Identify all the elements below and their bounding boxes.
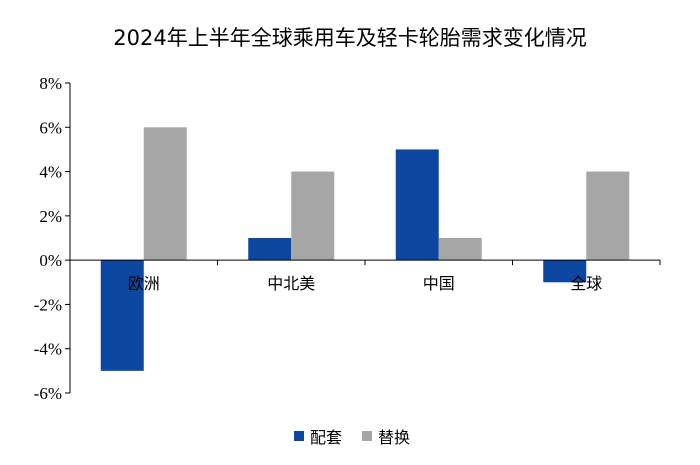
bar-替换-欧洲 [143, 127, 187, 261]
x-category-label: 全球 [570, 274, 602, 293]
y-axis: 8% 6% 4% 2% 0% -2% -4% -6% [34, 74, 71, 403]
y-tick-label: -4% [34, 340, 62, 359]
x-axis: 欧洲 中北美 中国 全球 [69, 259, 661, 293]
chart-title: 2024年上半年全球乘用车及轻卡轮胎需求变化情况 [113, 26, 587, 50]
bar-配套-全球 [543, 260, 587, 283]
y-tick-label: 4% [39, 163, 62, 182]
bar-替换-全球 [586, 171, 630, 261]
bar-替换-中国 [438, 238, 482, 261]
y-tick-label: 6% [39, 118, 62, 137]
bar-替换-中北美 [291, 171, 335, 261]
x-category-label: 欧洲 [128, 274, 160, 293]
y-tick-label: 8% [39, 74, 62, 93]
x-category-label: 中北美 [267, 274, 315, 293]
legend-swatch-配套 [294, 431, 304, 441]
y-tick-label: -6% [34, 384, 62, 403]
y-tick-label: 0% [39, 251, 62, 270]
y-tick-label: -2% [34, 295, 62, 314]
legend-label-配套: 配套 [310, 428, 342, 447]
x-category-label: 中国 [423, 274, 455, 293]
bar-配套-欧洲 [100, 260, 144, 371]
bar-配套-中北美 [248, 238, 292, 261]
legend-swatch-替换 [362, 431, 372, 441]
bar-配套-中国 [395, 149, 439, 261]
bars-group [100, 127, 630, 371]
legend-label-替换: 替换 [378, 428, 410, 447]
y-tick-label: 2% [39, 207, 62, 226]
legend: 配套 替换 [294, 428, 410, 447]
